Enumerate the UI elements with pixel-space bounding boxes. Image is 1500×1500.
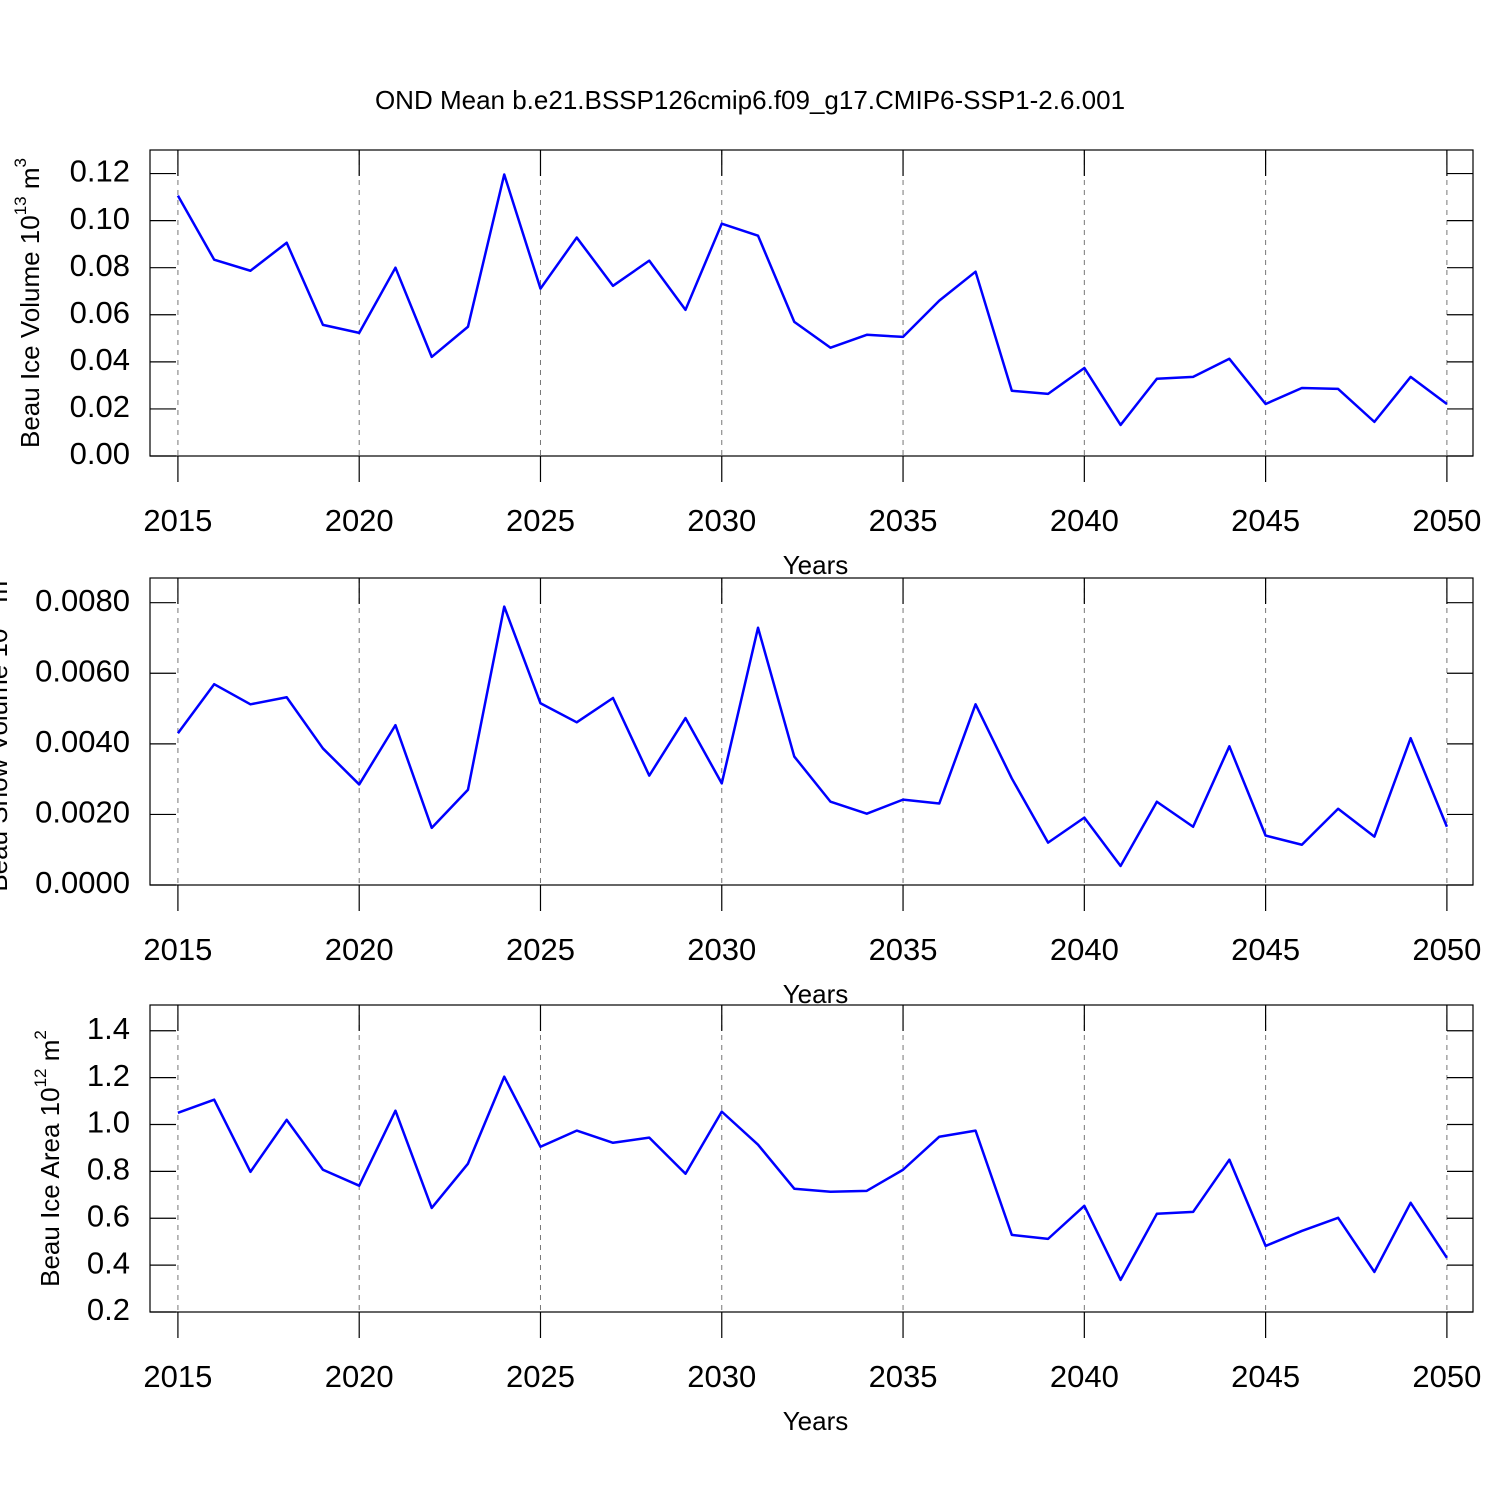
plot-frame (149, 1004, 1474, 1313)
data-line (176, 605, 1449, 868)
y-tick-label: 0.02 (70, 389, 130, 424)
data-line (177, 1075, 1448, 1282)
y-axis-label-exponent: 3 (11, 158, 30, 167)
x-tick-label: 2040 (1050, 503, 1119, 538)
y-tick-label: 0.0040 (35, 724, 130, 759)
y-axis-label-part: Beau Snow Volume 10 (0, 629, 13, 892)
x-tick-label: 2015 (143, 1359, 212, 1394)
y-axis-label-exponent: 13 (11, 196, 30, 215)
y-tick-label: 0.4 (87, 1245, 130, 1280)
chart-title: OND Mean b.e21.BSSP126cmip6.f09_g17.CMIP… (375, 85, 1125, 115)
y-tick-label: 0.12 (70, 154, 130, 189)
y-tick-label: 0.0060 (35, 653, 130, 688)
y-tick-label: 0.04 (70, 342, 130, 377)
x-tick-label: 2015 (143, 503, 212, 538)
y-tick-label: 0.10 (70, 201, 130, 236)
y-axis-label-exponent: 12 (31, 1068, 50, 1087)
y-tick-label: 1.4 (87, 1011, 130, 1046)
y-axis-label-part: m (35, 1040, 65, 1069)
plot-frame (149, 149, 1474, 457)
x-tick-label: 2030 (687, 932, 756, 967)
x-axis-label: Years (783, 550, 849, 580)
y-tick-label: 0.0000 (35, 865, 130, 900)
y-tick-label: 0.8 (87, 1152, 130, 1187)
y-axis-label: Beau Ice Area 1012 m2 (31, 1030, 64, 1287)
x-tick-label: 2040 (1050, 932, 1119, 967)
x-tick-label: 2015 (143, 932, 212, 967)
x-axis-label: Years (783, 979, 849, 1009)
x-tick-label: 2045 (1231, 503, 1300, 538)
y-tick-label: 1.0 (87, 1105, 130, 1140)
x-tick-label: 2020 (325, 932, 394, 967)
x-tick-label: 2020 (325, 1359, 394, 1394)
x-tick-label: 2050 (1412, 1359, 1481, 1394)
x-tick-label: 2020 (325, 503, 394, 538)
y-axis-label: Beau Ice Volume 1013 m3 (11, 158, 44, 448)
x-tick-label: 2025 (506, 1359, 575, 1394)
x-tick-label: 2050 (1412, 932, 1481, 967)
y-tick-label: 0.2 (87, 1292, 130, 1327)
plot-frame (149, 577, 1474, 886)
y-axis-label-part: m (15, 167, 45, 196)
x-tick-label: 2035 (869, 1359, 938, 1394)
y-axis-label-exponent: 2 (31, 1030, 50, 1039)
y-tick-label: 0.6 (87, 1198, 130, 1233)
y-axis-label-part: Beau Ice Area 10 (35, 1087, 65, 1286)
y-axis-label-part: Beau Ice Volume 10 (15, 215, 45, 448)
x-tick-label: 2025 (506, 932, 575, 967)
y-tick-label: 0.08 (70, 248, 130, 283)
y-tick-label: 1.2 (87, 1058, 130, 1093)
x-tick-label: 2030 (687, 503, 756, 538)
y-tick-label: 0.0020 (35, 795, 130, 830)
x-tick-label: 2025 (506, 503, 575, 538)
y-tick-label: 0.06 (70, 295, 130, 330)
data-line (176, 173, 1448, 427)
y-axis-label-part: m (0, 581, 13, 610)
x-axis-label: Years (783, 1406, 849, 1436)
x-tick-label: 2035 (869, 503, 938, 538)
x-tick-label: 2045 (1231, 1359, 1300, 1394)
x-tick-label: 2035 (869, 932, 938, 967)
x-tick-label: 2045 (1231, 932, 1300, 967)
x-tick-label: 2030 (687, 1359, 756, 1394)
y-tick-label: 0.0080 (35, 583, 130, 618)
y-axis-label: Beau Snow Volume 1013 m3 (0, 571, 13, 891)
x-tick-label: 2050 (1412, 503, 1481, 538)
x-tick-label: 2040 (1050, 1359, 1119, 1394)
y-tick-label: 0.00 (70, 436, 130, 471)
